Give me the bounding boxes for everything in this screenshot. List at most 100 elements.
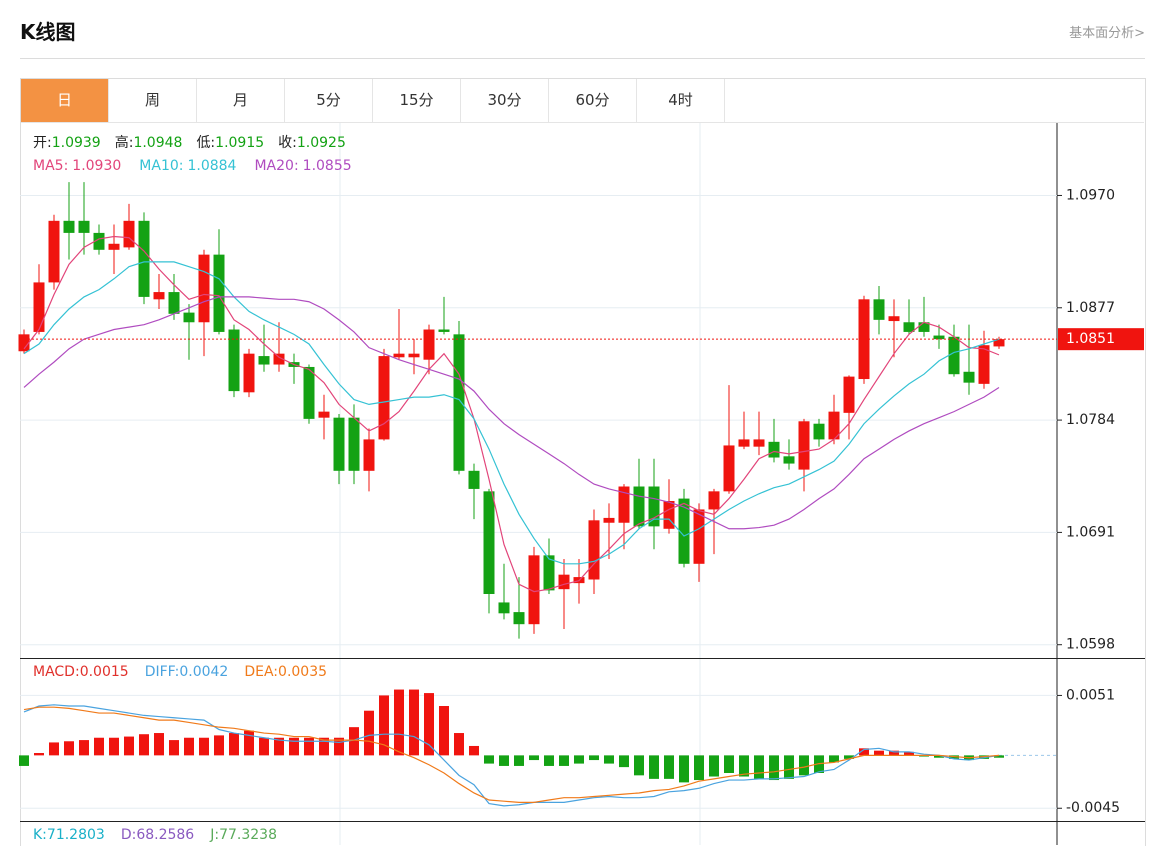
candle-body (798, 421, 810, 470)
macd-bar (784, 755, 794, 779)
candle-body (993, 339, 1005, 347)
macd-bar (49, 742, 59, 756)
candle-body (918, 322, 930, 332)
divider (20, 58, 1145, 59)
last-price-box (1058, 328, 1144, 351)
candle-body (213, 254, 225, 332)
candle-body (558, 574, 570, 590)
macd-bar (709, 755, 719, 777)
candle-body (498, 602, 510, 614)
macd-bar (844, 755, 854, 759)
candle-body (408, 353, 420, 358)
candle-body (693, 509, 705, 564)
period-tab[interactable]: 60分 (549, 79, 637, 122)
macd-bar (319, 737, 329, 756)
candle-body (273, 353, 285, 365)
macd-bar (874, 750, 884, 756)
macd-bar (589, 755, 599, 761)
y-tick-label: 1.0970 (1066, 187, 1115, 203)
legend-text: 1.0915 (215, 135, 264, 151)
period-tab[interactable]: 周 (109, 79, 197, 122)
period-tab[interactable]: 4时 (637, 79, 725, 122)
period-tab[interactable]: 5分 (285, 79, 373, 122)
legend-text: D: (121, 827, 137, 843)
legend-text: 1.0925 (297, 135, 346, 151)
legend-text: 低: (196, 135, 215, 151)
macd-bar (199, 737, 209, 756)
macd-bar (859, 748, 869, 756)
candle-body (378, 356, 390, 440)
macd-bar (934, 755, 944, 758)
candle-body (48, 220, 60, 283)
candle-body (633, 486, 645, 527)
macd-bar (94, 737, 104, 756)
macd-bar (184, 737, 194, 756)
macd-bar (34, 753, 44, 756)
macd-bar (109, 737, 119, 756)
period-tab[interactable]: 月 (197, 79, 285, 122)
candle-body (468, 470, 480, 489)
macd-bar (469, 745, 479, 756)
macd-bar (289, 737, 299, 756)
candle-body (228, 329, 240, 392)
macd-bar (994, 755, 1004, 758)
macd-bar (829, 755, 839, 763)
candle-body (93, 232, 105, 250)
macd-bar (379, 695, 389, 756)
ma-line (23, 261, 1000, 565)
candle-body (648, 486, 660, 527)
macd-line (23, 704, 1000, 807)
macd-bar (124, 736, 134, 756)
last-price-label: 1.0851 (1066, 331, 1115, 347)
candle-body (318, 411, 330, 418)
candle-body (618, 486, 630, 523)
candle-body (153, 292, 165, 300)
y-tick-label: -0.0045 (1066, 800, 1120, 816)
period-tab[interactable]: 30分 (461, 79, 549, 122)
period-tab[interactable]: 15分 (373, 79, 461, 122)
macd-bar (139, 734, 149, 756)
fundamental-link[interactable]: 基本面分析> (1069, 26, 1145, 41)
candle-body (903, 322, 915, 332)
legend-text: MA10: (139, 158, 183, 174)
macd-bar (574, 755, 584, 764)
candle-body (108, 243, 120, 250)
macd-bar (304, 737, 314, 756)
candle-body (348, 417, 360, 471)
macd-bar (244, 730, 254, 756)
legend-text: DEA: (244, 664, 278, 680)
candle-body (588, 520, 600, 580)
candle-body (708, 491, 720, 510)
candle-body (513, 612, 525, 625)
candle-body (843, 376, 855, 413)
macd-bar (154, 733, 164, 756)
candle-body (453, 334, 465, 471)
y-tick-label: 1.0877 (1066, 300, 1115, 316)
candle-body (813, 423, 825, 440)
legend-text: 1.0884 (187, 158, 236, 174)
candle-body (528, 555, 540, 625)
candle-body (723, 445, 735, 492)
candle-body (738, 439, 750, 447)
candle-body (33, 282, 45, 332)
candle-body (18, 334, 30, 352)
macd-line (23, 706, 1000, 803)
macd-bar (484, 755, 494, 764)
candle-body (963, 371, 975, 383)
macd-bar (349, 727, 359, 756)
legend-text: 开: (33, 135, 52, 151)
legend-text: 1.0939 (52, 135, 101, 151)
candle-body (78, 220, 90, 233)
candle-body (63, 220, 75, 233)
period-tab[interactable]: 日 (21, 79, 109, 122)
legend-text: MA20: (254, 158, 298, 174)
legend-text: 收: (278, 135, 297, 151)
candle-body (363, 439, 375, 471)
candle-body (138, 220, 150, 297)
macd-bar (604, 755, 614, 764)
macd-bar (439, 706, 449, 756)
candle-body (258, 356, 270, 365)
macd-bar (499, 755, 509, 766)
ma-line (23, 296, 1000, 530)
candle-body (483, 491, 495, 594)
